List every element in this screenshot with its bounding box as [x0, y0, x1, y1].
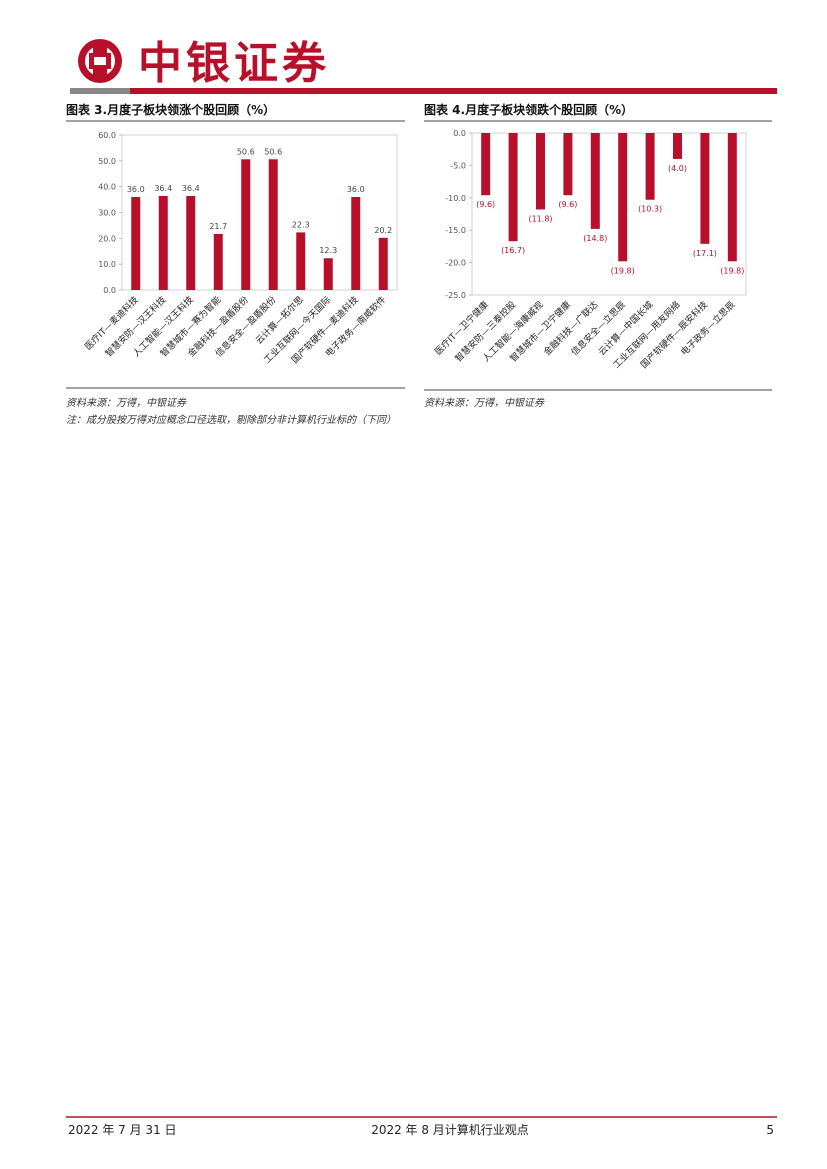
chart-title: 图表 3.月度子板块领涨个股回顾（%）	[66, 102, 275, 117]
bar	[563, 133, 573, 196]
y-tick-label: 20.0	[98, 234, 116, 243]
value-label: (4.0)	[668, 164, 687, 173]
y-tick-label: -10.0	[445, 194, 466, 203]
page-number: 5	[766, 1123, 774, 1137]
value-label: (19.8)	[720, 266, 744, 275]
bar	[351, 197, 361, 290]
bar	[241, 159, 251, 290]
bar	[700, 133, 710, 244]
value-label: (9.6)	[558, 200, 577, 209]
y-tick-label: 30.0	[98, 209, 116, 218]
note: 注：成分股按万得对应概念口径选取，剔除部分非计算机行业标的（下同）	[66, 415, 396, 426]
y-tick-label: -20.0	[445, 259, 466, 268]
value-label: (14.8)	[583, 234, 607, 243]
header-rule-gray	[70, 88, 130, 94]
value-label: (17.1)	[693, 249, 717, 258]
value-label: 36.4	[182, 184, 200, 193]
value-label: (19.8)	[611, 266, 635, 275]
value-label: (9.6)	[476, 200, 495, 209]
value-label: 36.4	[154, 184, 172, 193]
value-label: 50.6	[237, 147, 255, 156]
y-tick-label: 40.0	[98, 183, 116, 192]
bar	[590, 133, 600, 229]
brand: 中银证券	[138, 38, 330, 89]
bar	[186, 195, 196, 290]
bar	[727, 133, 737, 262]
value-label: (16.7)	[501, 246, 525, 255]
plot-frame	[471, 132, 747, 296]
logo	[78, 39, 122, 83]
y-tick-label: 10.0	[98, 260, 116, 269]
bar	[158, 195, 168, 290]
y-tick-label: 50.0	[98, 157, 116, 166]
bar	[323, 258, 333, 290]
y-tick-label: -5.0	[450, 161, 466, 170]
bar	[378, 237, 388, 290]
source: 资料来源：万得，中银证券	[66, 398, 186, 409]
bar	[645, 133, 655, 200]
value-label: 36.0	[347, 185, 365, 194]
header-rule	[130, 88, 777, 94]
y-tick-label: 0.0	[103, 286, 116, 295]
value-label: 20.2	[374, 226, 392, 235]
bar	[213, 233, 223, 290]
y-tick-label: 0.0	[453, 129, 466, 138]
bar	[673, 133, 682, 159]
bar	[481, 133, 491, 196]
bar	[131, 197, 141, 290]
value-label: 12.3	[319, 246, 337, 255]
bar	[536, 133, 545, 210]
y-tick-label: 60.0	[98, 131, 116, 140]
value-label: (11.8)	[528, 214, 552, 223]
chart-title: 图表 4.月度子板块领跌个股回顾（%）	[424, 102, 633, 117]
value-label: 22.3	[292, 220, 310, 229]
bar	[508, 133, 518, 242]
y-tick-label: -15.0	[445, 226, 466, 235]
bar	[618, 133, 628, 262]
footer-title: 2022 年 8 月计算机行业观点	[371, 1122, 529, 1137]
footer-date: 2022 年 7 月 31 日	[68, 1123, 177, 1137]
bar	[268, 159, 278, 290]
y-tick-label: -25.0	[445, 291, 466, 300]
value-label: 50.6	[264, 147, 282, 156]
bar	[296, 232, 306, 290]
value-label: 36.0	[127, 185, 145, 194]
source: 资料来源：万得，中银证券	[424, 398, 544, 409]
value-label: (10.3)	[638, 205, 662, 214]
x-tick-label: 云计算—拓尔思	[253, 294, 306, 347]
value-label: 21.7	[209, 222, 227, 231]
